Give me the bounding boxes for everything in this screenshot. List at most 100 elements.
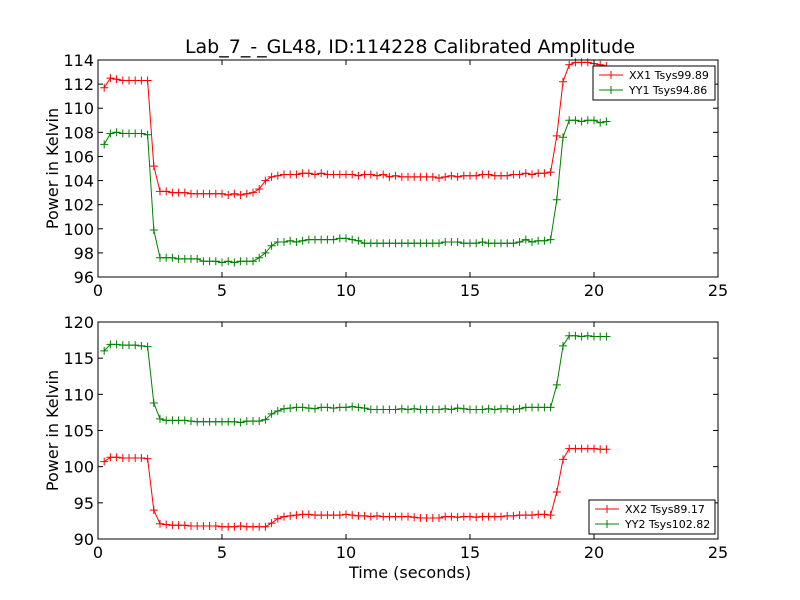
data-point — [162, 187, 171, 196]
figure-title: Lab_7_-_GL48, ID:114228 Calibrated Ampli… — [185, 36, 635, 58]
data-point — [329, 235, 338, 244]
data-point — [249, 188, 257, 197]
data-point — [552, 380, 561, 389]
data-point — [397, 404, 406, 413]
data-point — [292, 511, 301, 520]
data-point — [509, 239, 518, 248]
data-point — [602, 332, 611, 341]
data-point — [100, 140, 109, 149]
data-point — [100, 346, 109, 355]
data-point — [441, 404, 450, 413]
legend-entry-label: XX1 Tsys99.89 — [629, 69, 709, 82]
data-point — [236, 522, 245, 530]
y-tick-label: 120 — [63, 313, 94, 332]
y-tick-label: 102 — [63, 196, 94, 215]
data-point — [187, 417, 195, 426]
data-point — [391, 405, 400, 414]
y-tick-label: 104 — [63, 172, 94, 191]
data-point — [546, 403, 555, 412]
data-point — [373, 171, 381, 180]
legend-marker — [607, 86, 615, 94]
data-point — [484, 404, 493, 413]
y-tick-label: 105 — [63, 422, 94, 441]
data-point — [230, 189, 239, 198]
data-point — [540, 169, 549, 178]
data-point — [577, 117, 586, 126]
data-point — [273, 514, 282, 523]
legend-marker — [603, 505, 611, 513]
y-tick-label: 95 — [74, 494, 94, 513]
data-point — [255, 417, 264, 426]
data-point — [509, 511, 518, 520]
legend-box — [592, 65, 716, 101]
data-point — [180, 521, 189, 530]
x-tick-label: 25 — [708, 543, 728, 562]
data-point — [546, 511, 555, 520]
data-point — [106, 74, 115, 83]
data-point — [391, 171, 400, 180]
data-point — [304, 169, 313, 178]
data-point — [459, 404, 468, 413]
data-point — [342, 234, 350, 243]
data-point — [149, 162, 158, 171]
plots-group: 0 5 10 15 20 259698100102104106108110112114Po… — [43, 51, 728, 562]
y-tick-label: 106 — [63, 147, 94, 166]
data-point — [528, 170, 536, 179]
data-point — [323, 403, 332, 412]
data-point — [379, 170, 388, 179]
data-point — [447, 512, 456, 521]
x-tick-label: 15 — [460, 543, 480, 562]
data-point — [224, 257, 233, 266]
data-point — [131, 341, 140, 350]
data-point — [497, 512, 505, 521]
x-tick-label: 20 — [584, 281, 604, 300]
data-point — [354, 403, 363, 412]
data-point — [280, 238, 288, 246]
data-point — [335, 511, 344, 520]
y-tick-label: 90 — [74, 530, 94, 549]
data-point — [143, 454, 152, 463]
data-point — [211, 522, 220, 530]
data-point — [428, 172, 437, 181]
legend-box — [588, 499, 716, 535]
data-point — [590, 444, 598, 453]
data-point — [143, 76, 152, 85]
data-point — [360, 511, 369, 520]
data-point — [348, 170, 357, 179]
data-point — [304, 404, 313, 413]
data-point — [565, 60, 574, 69]
data-point — [342, 510, 350, 519]
y-tick-label: 110 — [63, 385, 94, 404]
data-point — [559, 455, 567, 464]
data-point — [528, 511, 536, 520]
legend-2: XX2 Tsys89.17 YY2 Tsys102.82 — [588, 499, 716, 535]
data-point — [348, 402, 357, 411]
data-point — [267, 241, 276, 250]
data-point — [224, 191, 233, 199]
data-point — [546, 168, 555, 177]
data-point — [515, 404, 524, 413]
data-point — [218, 258, 226, 267]
data-point — [546, 235, 555, 244]
y-tick-label: 110 — [63, 99, 94, 118]
data-point — [515, 238, 524, 246]
data-point — [280, 512, 288, 521]
data-point — [143, 342, 152, 351]
data-point — [311, 404, 319, 413]
data-point — [602, 117, 611, 126]
legend-entry-label: YY1 Tsys94.86 — [628, 84, 707, 97]
data-point — [354, 236, 363, 245]
data-point — [292, 170, 301, 179]
legend-1: XX1 Tsys99.89 YY1 Tsys94.86 — [592, 65, 716, 101]
legend-marker — [603, 520, 611, 528]
data-point — [218, 189, 226, 198]
data-point — [373, 511, 381, 520]
data-point — [571, 116, 580, 125]
data-point — [168, 253, 177, 262]
data-point — [366, 170, 375, 179]
y-axis-label-2: Power in Kelvin — [43, 370, 62, 491]
data-point — [472, 171, 481, 180]
x-tick-label: 5 — [217, 543, 227, 562]
data-point — [249, 257, 257, 266]
axes-frame-1 — [97, 59, 719, 278]
